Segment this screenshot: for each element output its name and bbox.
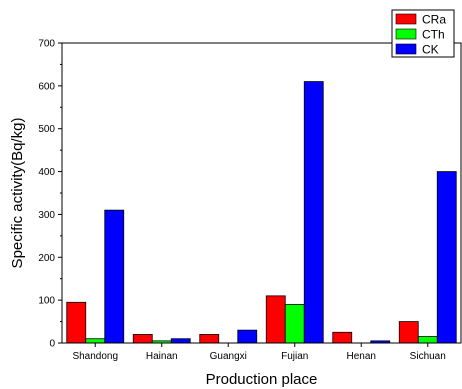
x-tick-label: Guangxi (210, 351, 247, 362)
y-tick-label: 500 (38, 124, 55, 135)
legend-label-cth: CTh (422, 28, 445, 42)
bar-ck-sichuan (436, 171, 457, 344)
bar-cth-shandong (85, 338, 106, 344)
bar-ck-hainan (170, 338, 191, 344)
y-axis: 0 100 200 300 400 500 600 700 (38, 39, 62, 350)
bar-cra-shandong (66, 301, 87, 344)
legend-swatch-ck (395, 43, 417, 55)
bar-cra-sichuan (398, 321, 419, 344)
y-axis-title: Specific activity(Bq/kg) (9, 118, 26, 269)
x-axis: Shandong Hainan Guangxi Fujian Henan Sichuan (72, 343, 446, 362)
x-tick-label: Fujian (281, 351, 308, 362)
bar-cra-guangxi (199, 334, 220, 344)
bar-ck-fujian (303, 81, 324, 344)
legend-swatch-cth (395, 28, 417, 40)
x-tick-label: Hainan (146, 351, 178, 362)
y-tick-label: 300 (38, 210, 55, 221)
bar-cra-hainan (132, 334, 153, 344)
y-tick-label: 0 (49, 339, 55, 350)
bar-cth-fujian (284, 304, 305, 344)
bar-cra-henan (332, 331, 353, 344)
y-tick-label: 400 (38, 167, 55, 178)
bar-cth-sichuan (417, 336, 438, 344)
bar-cra-fujian (265, 295, 286, 344)
x-tick-label: Henan (347, 351, 376, 362)
x-tick-label: Sichuan (410, 351, 446, 362)
bar-ck-guangxi (237, 329, 258, 344)
bars-group (66, 81, 457, 344)
legend-label-cra: CRa (422, 13, 446, 27)
x-tick-label: Shandong (72, 351, 118, 362)
y-tick-label: 600 (38, 81, 55, 92)
plot-frame (61, 42, 462, 344)
x-axis-title: Production place (206, 371, 318, 388)
y-tick-label: 100 (38, 296, 55, 307)
y-tick-label: 700 (38, 39, 55, 50)
legend-swatch-cra (395, 13, 417, 25)
bar-ck-shandong (104, 209, 125, 344)
legend-label-ck: CK (422, 43, 439, 57)
y-tick-label: 200 (38, 253, 55, 264)
